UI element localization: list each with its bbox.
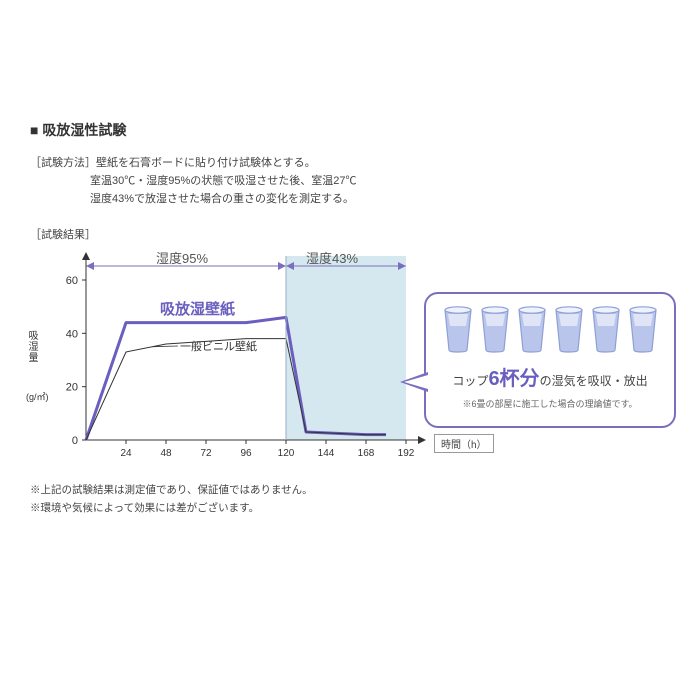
x-axis-label-box: 時間（h） <box>434 434 494 453</box>
svg-text:168: 168 <box>358 448 375 459</box>
series-label-main: 吸放湿壁紙 <box>160 298 235 319</box>
method-line1: 壁紙を石膏ボードに貼り付け試験体とする。 <box>96 157 316 169</box>
callout-big: 6杯分 <box>488 368 539 390</box>
cup-icon <box>515 306 549 354</box>
note-1: ※上記の試験結果は測定値であり、保証値ではありません。 <box>30 482 670 500</box>
callout-pre: コップ <box>452 374 488 388</box>
result-label: ［試験結果］ <box>30 226 670 242</box>
cup-icon <box>626 306 660 354</box>
callout-post: の湿気を吸収・放出 <box>540 374 648 388</box>
callout-line2: ※6畳の部屋に施工した場合の理論値です。 <box>434 397 666 410</box>
callout: コップ6杯分の湿気を吸収・放出 ※6畳の部屋に施工した場合の理論値です。 <box>424 292 676 428</box>
cup-icon <box>441 306 475 354</box>
svg-text:96: 96 <box>240 448 252 459</box>
y-axis-unit: (g/㎡) <box>26 390 49 403</box>
region-label-43: 湿度43% <box>306 248 358 267</box>
notes: ※上記の試験結果は測定値であり、保証値ではありません。 ※環境や気候によって効果… <box>30 482 670 518</box>
svg-text:0: 0 <box>72 435 78 447</box>
svg-text:144: 144 <box>318 448 335 459</box>
svg-text:72: 72 <box>200 448 212 459</box>
cups-row <box>434 306 666 354</box>
svg-text:40: 40 <box>66 329 78 341</box>
method-line2: 室温30℃・湿度95%の状態で吸湿させた後、室温27℃ <box>30 172 670 190</box>
y-axis-label: 吸湿量 <box>24 330 39 363</box>
callout-tail <box>400 372 428 392</box>
chart: 吸湿量 (g/㎡) 020406024487296120144168192 湿度… <box>30 250 670 470</box>
cup-icon <box>478 306 512 354</box>
callout-line1: コップ6杯分の湿気を吸収・放出 <box>434 362 666 391</box>
cup-icon <box>552 306 586 354</box>
method-label: ［試験方法］ <box>30 157 96 169</box>
method-line3: 湿度43%で放湿させた場合の重さの変化を測定する。 <box>30 190 670 208</box>
svg-text:60: 60 <box>66 275 78 287</box>
section-title: ■ 吸放湿性試験 <box>30 120 670 140</box>
series-label-sub: 一般ビニル壁紙 <box>180 338 257 354</box>
cup-icon <box>589 306 623 354</box>
svg-text:48: 48 <box>160 448 172 459</box>
method-block: ［試験方法］壁紙を石膏ボードに貼り付け試験体とする。 室温30℃・湿度95%の状… <box>30 154 670 208</box>
note-2: ※環境や気候によって効果には差がございます。 <box>30 500 670 518</box>
svg-text:24: 24 <box>120 448 132 459</box>
svg-text:192: 192 <box>398 448 415 459</box>
svg-text:20: 20 <box>66 382 78 394</box>
region-label-95: 湿度95% <box>156 248 208 267</box>
svg-text:120: 120 <box>278 448 295 459</box>
